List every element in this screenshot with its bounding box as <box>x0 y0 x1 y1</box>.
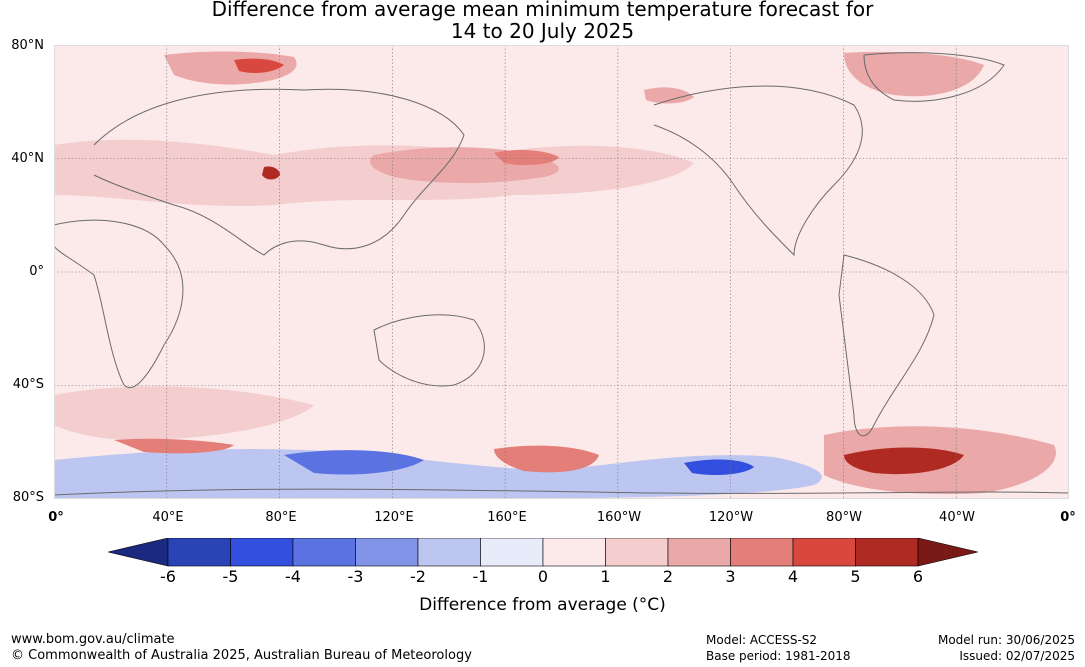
colorbar-tick-label: -4 <box>285 567 301 586</box>
lat-label-equator: 0° <box>29 264 44 279</box>
footer-issued: Issued: 02/07/2025 <box>959 649 1075 663</box>
warm-region-greenland <box>844 51 984 97</box>
warm-core-northpacific <box>494 149 559 165</box>
lon-label-0-left: 0° <box>48 510 64 525</box>
lat-label-40n: 40°N <box>11 151 44 166</box>
colorbar-segment <box>292 538 356 567</box>
coastlines <box>54 52 1069 496</box>
colorbar-arrow-low <box>108 538 169 567</box>
coastline-south-america <box>838 254 935 437</box>
warm-region-alaska <box>644 87 694 104</box>
lon-label-160w: 160°W <box>596 510 642 525</box>
colorbar-tick-label: -5 <box>222 567 239 586</box>
lon-label-80e: 80°E <box>265 510 297 525</box>
coastline-antarctica <box>54 488 1069 496</box>
lon-label-0-right: 0° <box>1060 510 1076 525</box>
warm-core-south-atlantic <box>844 447 964 475</box>
lon-label-120w: 120°W <box>708 510 754 525</box>
gridlines <box>54 45 1069 499</box>
colorbar-segment <box>542 538 606 567</box>
coastline-africa <box>54 219 184 388</box>
colorbar-tick-label: 1 <box>600 567 611 586</box>
warm-core-siberia <box>234 58 284 73</box>
colorbar-tick-label: 0 <box>537 567 549 586</box>
coastline-north-america <box>653 85 863 257</box>
footer-website[interactable]: www.bom.gov.au/climate <box>11 632 175 647</box>
lon-label-40w: 40°W <box>939 510 975 525</box>
warm-region-south-pacific <box>494 445 599 473</box>
colorbar-segment <box>855 538 919 567</box>
lon-label-80w: 80°W <box>826 510 862 525</box>
coastline-eurasia <box>93 88 465 256</box>
coastline-greenland <box>863 52 1005 102</box>
cold-band-southern-ocean <box>54 449 822 499</box>
footer-base-period: Base period: 1981-2018 <box>706 649 851 663</box>
colorbar-segment <box>355 538 419 567</box>
colorbar-tick-label: -1 <box>472 567 489 586</box>
colorbar-label: Difference from average (°C) <box>419 595 666 615</box>
colorbar-segment <box>792 538 856 567</box>
colorbar-segment <box>230 538 294 567</box>
footer-model: Model: ACCESS-S2 <box>706 633 818 647</box>
warm-region-southern-indian <box>54 386 314 440</box>
colorbar <box>108 538 978 567</box>
colorbar-segment <box>480 538 544 567</box>
colorbar-segment <box>667 538 731 567</box>
cold-core-south-pacific <box>684 459 754 475</box>
colorbar-tick-label: 6 <box>912 567 924 586</box>
footer-model-run: Model run: 30/06/2025 <box>937 633 1075 647</box>
footer-copyright: © Commonwealth of Australia 2025, Austra… <box>11 648 472 663</box>
colorbar-tick-label: -2 <box>410 567 426 586</box>
colorbar-segment <box>167 538 231 567</box>
colorbar-segment <box>417 538 481 567</box>
cold-core-south-indian <box>284 450 424 475</box>
colorbar-tick-label: 3 <box>725 567 736 586</box>
lon-label-120e: 120°E <box>374 510 414 525</box>
colorbar-segment <box>605 538 669 567</box>
colorbar-tick-label: -6 <box>160 567 176 586</box>
coastline-australia <box>373 314 485 387</box>
lon-label-160e: 160°E <box>487 510 527 525</box>
colorbar-tick-label: 5 <box>850 567 861 586</box>
lon-label-40e: 40°E <box>152 510 184 525</box>
colorbar-tick-label: 4 <box>787 567 799 586</box>
warm-spot-tibet <box>262 166 280 180</box>
chart-title-line-2: 14 to 20 July 2025 <box>450 19 635 43</box>
chart-title-line-1: Difference from average mean minimum tem… <box>211 0 874 21</box>
colorbar-arrow-high <box>917 538 978 567</box>
lat-label-80s: 80°S <box>12 490 44 505</box>
colorbar-tick-label: -3 <box>347 567 364 586</box>
lat-label-80n: 80°N <box>11 38 44 53</box>
lat-label-40s: 40°S <box>12 377 44 392</box>
colorbar-tick-label: 2 <box>662 567 674 586</box>
warm-region-south-indian-spot <box>114 438 234 454</box>
temperature-anomaly-map <box>54 45 1069 499</box>
colorbar-segment <box>730 538 794 567</box>
